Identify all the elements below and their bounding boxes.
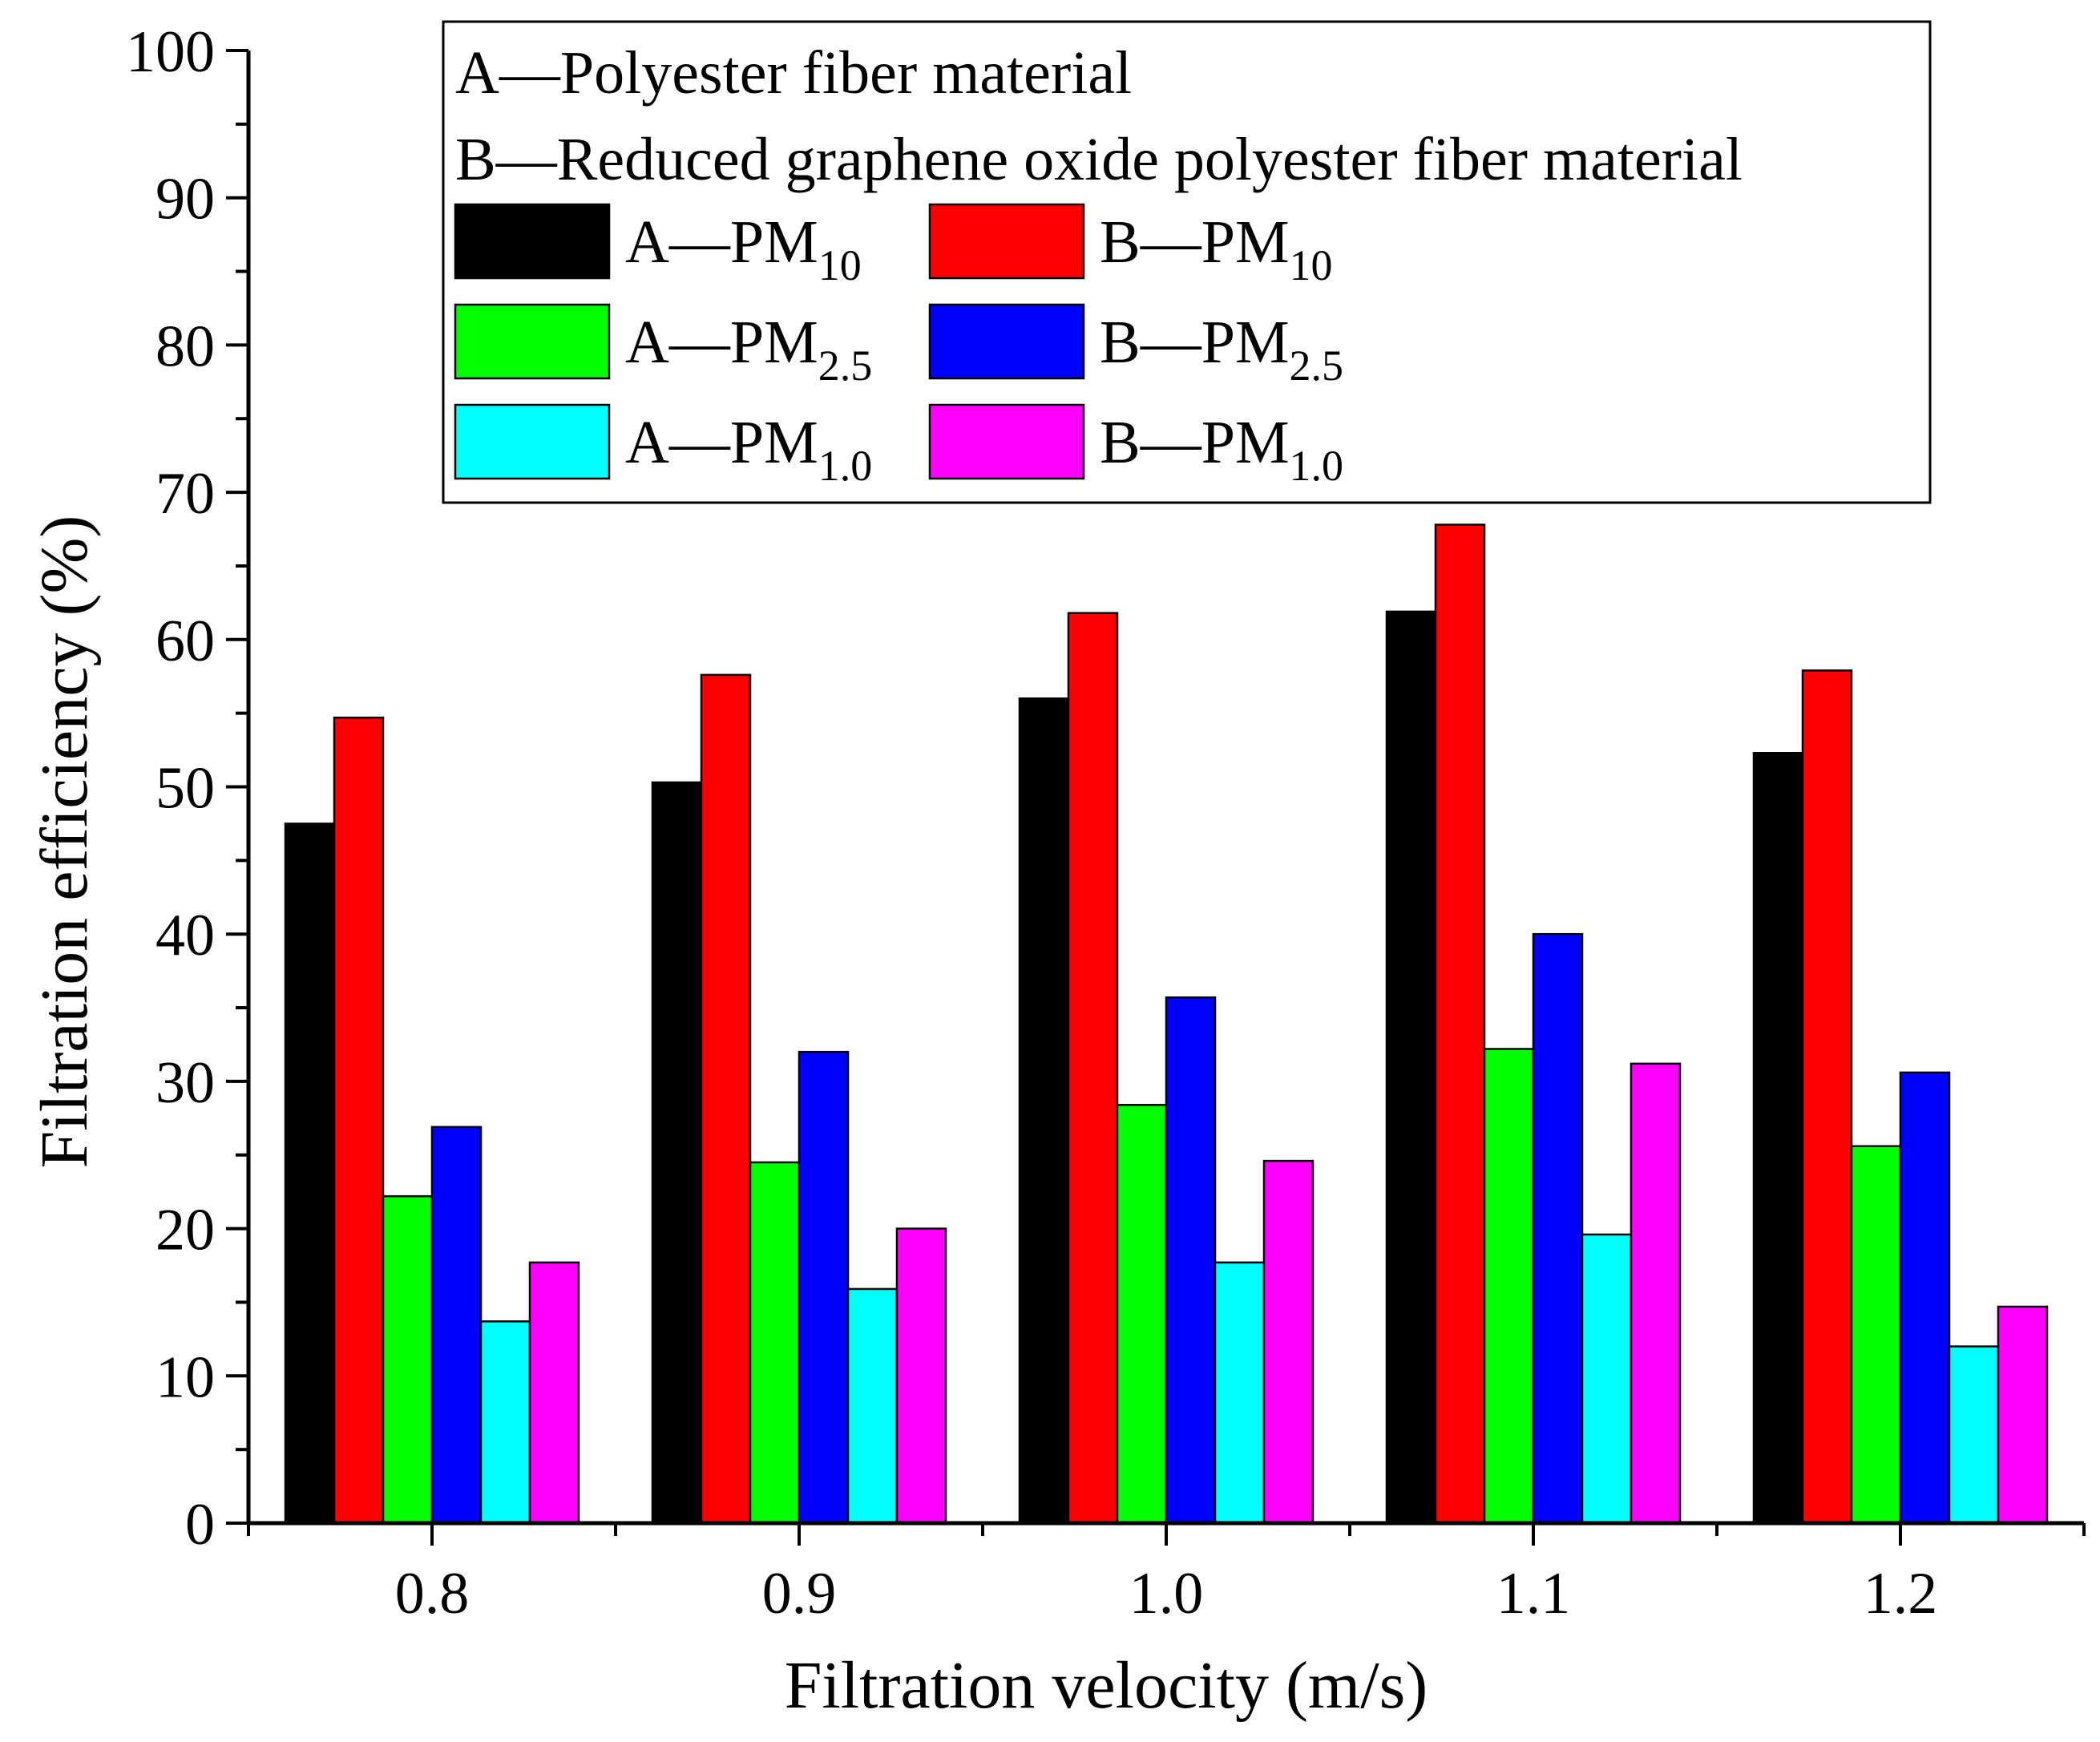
- legend-swatch-1: [928, 203, 1085, 280]
- bar-1-1_0: [1067, 612, 1119, 1525]
- bar-5-1_0: [1262, 1159, 1315, 1525]
- bar-1-0_8: [333, 716, 385, 1525]
- bar-0-1_1: [1385, 610, 1437, 1525]
- y-tick-label-30: 30: [155, 1050, 215, 1116]
- legend-swatch-0: [454, 203, 611, 280]
- bar-3-0_9: [798, 1050, 850, 1525]
- bar-4-1_0: [1214, 1261, 1266, 1525]
- bar-2-1_0: [1116, 1104, 1168, 1525]
- bar-4-0_9: [846, 1287, 899, 1525]
- legend-note-1: B—Reduced graphene oxide polyester fiber…: [455, 126, 1743, 193]
- x-tick-label-0_9: 0.9: [762, 1561, 837, 1627]
- x-tick-label-1_0: 1.0: [1129, 1561, 1204, 1627]
- bar-4-1_1: [1581, 1233, 1633, 1525]
- bar-1-0_9: [700, 673, 752, 1525]
- legend-swatch-3: [928, 303, 1085, 380]
- bar-2-1_1: [1483, 1048, 1535, 1525]
- legend-note-0: A—Polyester fiber material: [455, 39, 1132, 107]
- bar-5-1_2: [1997, 1305, 2049, 1525]
- bars-layer: [284, 523, 2049, 1525]
- bar-2-0_8: [382, 1194, 434, 1525]
- y-tick-label-10: 10: [155, 1344, 215, 1410]
- legend-swatch-5: [928, 403, 1085, 480]
- legend-swatch-2: [454, 303, 611, 380]
- y-tick-label-70: 70: [155, 461, 215, 527]
- bar-3-1_0: [1165, 996, 1217, 1525]
- y-tick-label-50: 50: [155, 756, 215, 822]
- x-tick-label-1_1: 1.1: [1496, 1561, 1571, 1627]
- y-tick-label-80: 80: [155, 313, 215, 379]
- x-tick-label-0_8: 0.8: [395, 1561, 470, 1627]
- bar-1-1_2: [1801, 669, 1853, 1525]
- bar-0-1_2: [1752, 751, 1804, 1525]
- x-tick-label-1_2: 1.2: [1864, 1561, 1938, 1627]
- y-tick-label-100: 100: [126, 19, 215, 85]
- bar-5-1_1: [1630, 1062, 1682, 1525]
- axes-layer: 0 10 20 30 40 50 60 70 80 90 100 0.8 0.9 1.0 1.1 1.2: [126, 19, 2086, 1627]
- bar-4-0_8: [479, 1320, 531, 1525]
- bar-4-1_2: [1948, 1345, 2000, 1525]
- y-tick-label-90: 90: [155, 167, 215, 232]
- bar-2-0_9: [749, 1161, 801, 1525]
- y-tick-label-60: 60: [155, 608, 215, 674]
- legend: A—Polyester fiber material B—Reduced grap…: [442, 20, 1932, 504]
- bar-2-1_2: [1850, 1145, 1902, 1525]
- y-tick-label-20: 20: [155, 1198, 215, 1263]
- y-tick-label-0: 0: [185, 1492, 215, 1558]
- y-axis-title: Filtration efficiency (%): [27, 515, 102, 1169]
- legend-swatch-4: [454, 403, 611, 480]
- bar-0-0_9: [651, 781, 703, 1525]
- bar-5-0_9: [895, 1227, 947, 1525]
- bar-0-1_0: [1018, 697, 1070, 1525]
- bar-3-1_1: [1532, 932, 1584, 1525]
- bar-3-1_2: [1899, 1071, 1951, 1525]
- bar-1-1_1: [1434, 523, 1486, 1525]
- bar-0-0_8: [284, 822, 336, 1525]
- bar-3-0_8: [430, 1126, 483, 1525]
- legend-box: [442, 20, 1932, 504]
- bar-5-0_8: [528, 1261, 580, 1525]
- x-axis-title: Filtration velocity (m/s): [785, 1648, 1428, 1723]
- y-tick-label-40: 40: [155, 903, 215, 968]
